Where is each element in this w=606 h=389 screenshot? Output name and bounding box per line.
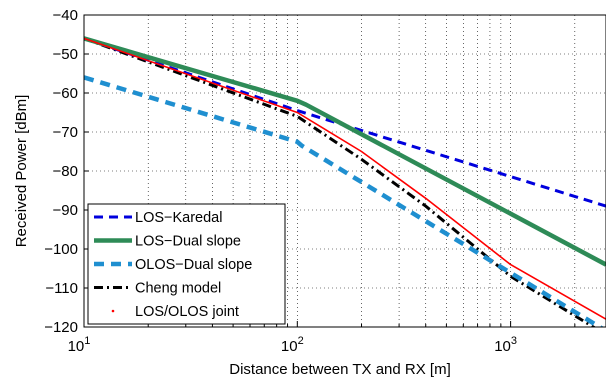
x-axis-label: Distance between TX and RX [m] [229,361,451,378]
y-tick-label: −100 [44,241,78,258]
series-layer [84,36,606,327]
legend: LOS−Karedal LOS−Dual slope OLOS−Dual slope… [87,203,286,325]
series-line-los-olos-joint [84,37,606,320]
series-line-cheng-model [84,36,597,327]
legend-label-olos-dual-slope: OLOS−Dual slope [135,257,252,273]
series-line-olos-dual-slope [84,75,604,327]
legend-swatch-los-olos-joint [111,309,115,313]
legend-label-los-dual-slope: LOS−Dual slope [135,234,241,250]
legend-label-los-olos-joint: LOS/OLOS joint [135,304,239,320]
y-tick-label: −50 [53,46,78,63]
x-tick-label: 103 [494,335,517,355]
y-tick-label: −70 [53,124,78,141]
y-tick-label: −60 [53,85,78,102]
series-line-los-dual-slope [84,36,606,267]
x-tick-label: 102 [281,335,304,355]
y-tick-label: −90 [53,202,78,219]
x-tick-label: 101 [68,335,91,355]
y-axis-label: Received Power [dBm] [13,95,30,248]
y-tick-label: −110 [45,280,78,297]
legend-label-los-karedal: LOS−Karedal [135,210,222,226]
y-tick-label: −120 [44,319,78,336]
y-tick-label: −80 [53,163,78,180]
legend-label-cheng-model: Cheng model [135,281,221,297]
y-tick-label: −40 [53,7,78,24]
